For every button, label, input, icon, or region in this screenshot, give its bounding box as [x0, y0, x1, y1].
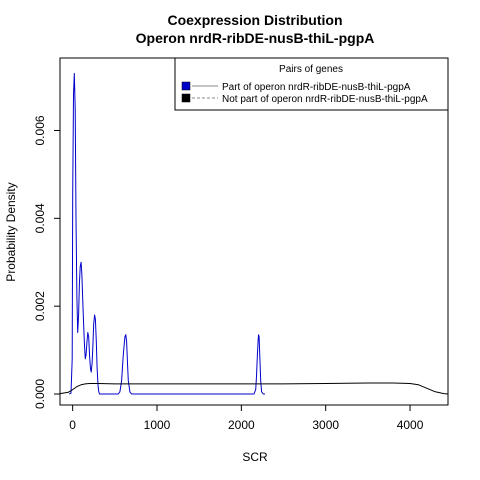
series-line-part-of-operon — [69, 72, 265, 395]
y-tick-label: 0.004 — [33, 203, 47, 233]
x-tick-label: 2000 — [228, 418, 255, 432]
legend-label-part-of-operon: Part of operon nrdR-ribDE-nusB-thiL-pgpA — [222, 82, 411, 93]
y-tick-label: 0.002 — [33, 291, 47, 321]
chart-title: Coexpression Distribution — [167, 12, 342, 28]
x-tick-label: 4000 — [397, 418, 424, 432]
series-line-not-part-of-operon — [59, 382, 449, 395]
legend-swatch-part-of-operon — [181, 81, 191, 91]
y-axis-label: Probability Density — [4, 182, 18, 281]
y-tick-label: 0.000 — [33, 379, 47, 409]
x-axis-label: SCR — [242, 450, 268, 464]
legend-swatch-not-part-of-operon — [181, 93, 191, 103]
chart-subtitle: Operon nrdR-ribDE-nusB-thiL-pgpA — [136, 30, 375, 46]
x-axis: 0 1000 2000 3000 4000 — [69, 405, 424, 432]
legend-label-not-part-of-operon: Not part of operon nrdR-ribDE-nusB-thiL-… — [222, 94, 428, 105]
legend: Pairs of genes Part of operon nrdR-ribDE… — [174, 57, 449, 111]
y-tick-label: 0.006 — [33, 115, 47, 145]
legend-box — [174, 57, 449, 111]
x-tick-label: 1000 — [144, 418, 171, 432]
legend-title: Pairs of genes — [279, 64, 343, 75]
x-tick-label: 3000 — [312, 418, 339, 432]
series-layer — [59, 72, 449, 395]
y-axis: 0.000 0.002 0.004 0.006 — [33, 115, 60, 409]
x-tick-label: 0 — [69, 418, 76, 432]
